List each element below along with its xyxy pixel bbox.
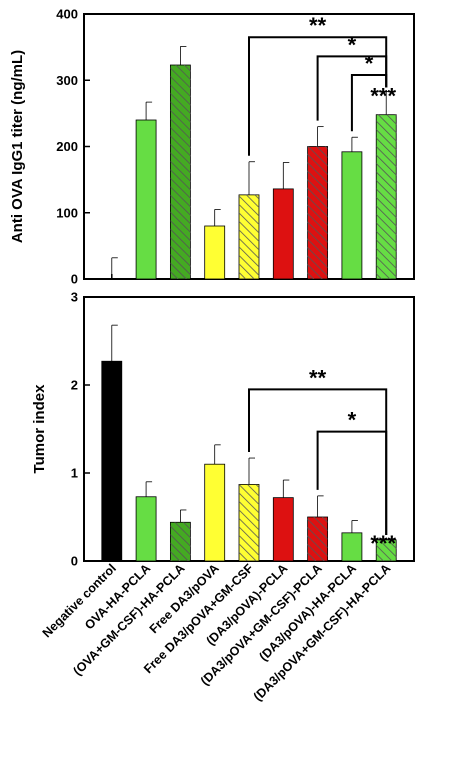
bar xyxy=(135,496,157,562)
bar-hatch xyxy=(376,114,397,279)
y-tick-label: 0 xyxy=(71,554,78,569)
y-tick-label: 3 xyxy=(71,290,78,305)
significance-label: *** xyxy=(370,84,396,109)
bar xyxy=(341,151,363,280)
igg1-titer-chart: 0 100 200 300 400 Anti OVA IgG1 titer (ng/mL)… xyxy=(9,7,415,287)
bar xyxy=(204,463,226,562)
bar-hatch xyxy=(170,522,191,561)
significance-label: * xyxy=(348,408,357,433)
y-tick-label: 200 xyxy=(56,139,78,154)
y-axis-label: Tumor index xyxy=(31,384,48,474)
bar xyxy=(135,119,157,280)
category-labels: Negative controlOVA-HA-PCLA(OVA+GM-CSF)-… xyxy=(40,561,394,704)
bar-hatch xyxy=(239,484,259,561)
bar xyxy=(272,497,294,562)
bar-hatch xyxy=(376,539,397,561)
bar-hatch xyxy=(307,517,328,561)
y-tick-label: 400 xyxy=(56,7,78,22)
y-tick-label: 1 xyxy=(71,466,78,481)
significance-label: *** xyxy=(370,531,396,556)
bar xyxy=(272,188,294,280)
y-tick-label: 100 xyxy=(56,205,78,220)
significance-label: * xyxy=(348,32,357,57)
y-tick-label: 0 xyxy=(71,272,78,287)
bar-hatch xyxy=(170,65,191,279)
bar xyxy=(204,225,226,280)
y-tick-label: 2 xyxy=(71,378,78,393)
significance-bracket xyxy=(316,430,388,535)
significance-label: * xyxy=(365,51,374,76)
bar-hatch xyxy=(239,194,259,279)
bar xyxy=(101,360,123,562)
significance-bracket xyxy=(350,73,388,132)
y-tick-label: 300 xyxy=(56,73,78,88)
significance-label: ** xyxy=(309,365,327,390)
bar xyxy=(341,532,363,562)
bar-hatch xyxy=(307,146,328,279)
y-axis-label: Anti OVA IgG1 titer (ng/mL) xyxy=(9,50,26,243)
significance-label: ** xyxy=(309,13,327,38)
significance-bracket xyxy=(316,55,388,121)
